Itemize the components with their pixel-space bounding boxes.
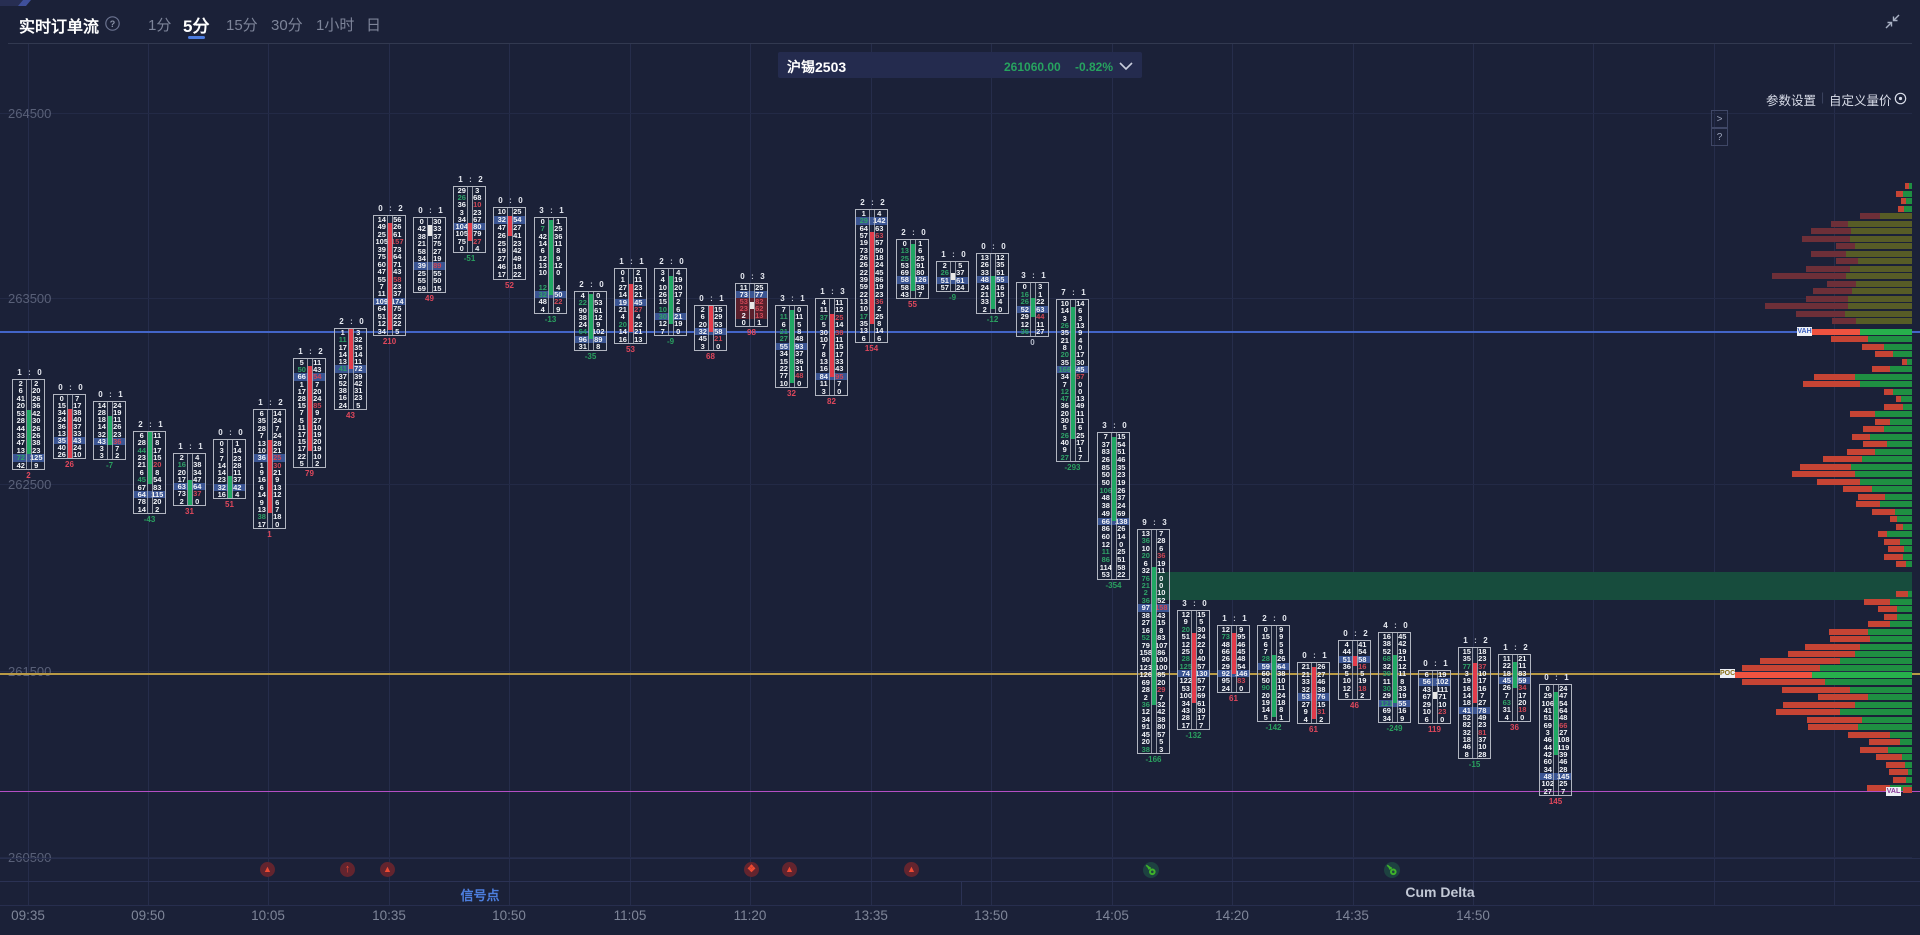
svg-text:?: ?: [110, 19, 116, 29]
